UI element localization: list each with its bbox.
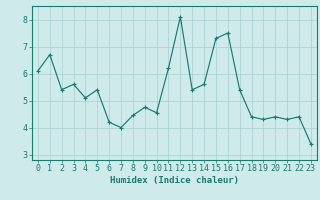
X-axis label: Humidex (Indice chaleur): Humidex (Indice chaleur) (110, 176, 239, 185)
